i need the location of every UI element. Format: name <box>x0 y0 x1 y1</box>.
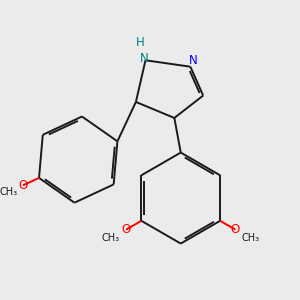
Text: O: O <box>122 223 131 236</box>
Text: H: H <box>136 36 145 49</box>
Text: CH₃: CH₃ <box>102 233 120 243</box>
Text: CH₃: CH₃ <box>0 187 18 197</box>
Text: CH₃: CH₃ <box>242 233 260 243</box>
Text: N: N <box>140 52 148 65</box>
Text: O: O <box>18 179 28 192</box>
Text: O: O <box>231 223 240 236</box>
Text: N: N <box>189 54 198 67</box>
